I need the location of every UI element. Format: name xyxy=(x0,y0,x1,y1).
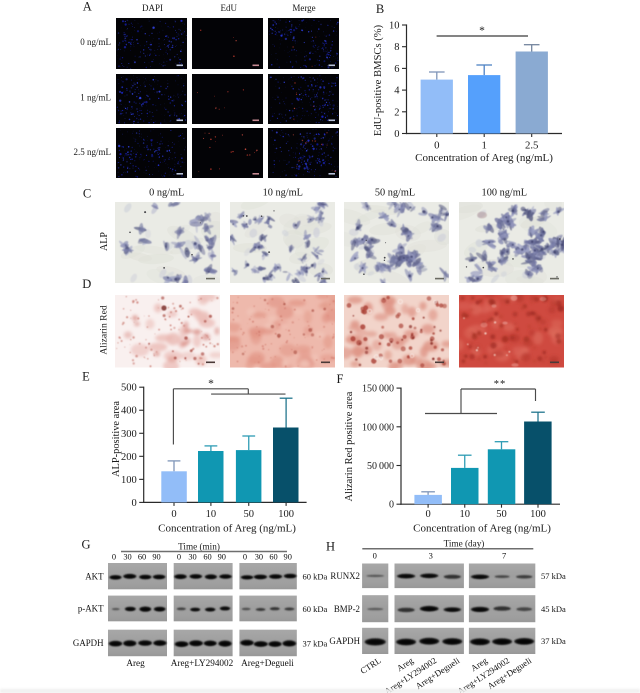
svg-text:0: 0 xyxy=(389,500,394,511)
svg-text:Areg: Areg xyxy=(126,658,145,668)
svg-text:0: 0 xyxy=(171,509,176,520)
svg-text:50: 50 xyxy=(496,509,507,520)
svg-text:100: 100 xyxy=(121,475,137,486)
svg-text:p-AKT: p-AKT xyxy=(78,604,104,614)
svg-text:7: 7 xyxy=(502,551,506,561)
svg-text:**: ** xyxy=(494,379,507,390)
svg-text:Time (min): Time (min) xyxy=(178,541,220,551)
svg-text:EdU: EdU xyxy=(221,3,238,13)
svg-text:400: 400 xyxy=(121,406,137,417)
svg-text:AKT: AKT xyxy=(85,571,104,581)
svg-text:37 kDa: 37 kDa xyxy=(541,636,566,646)
svg-text:Merge: Merge xyxy=(292,3,315,13)
svg-text:Concentration of Areg (ng/mL): Concentration of Areg (ng/mL) xyxy=(158,523,296,535)
svg-text:2.5 ng/mL: 2.5 ng/mL xyxy=(74,147,112,157)
svg-text:GAPDH: GAPDH xyxy=(329,636,360,646)
svg-text:0: 0 xyxy=(394,129,399,140)
svg-text:100: 100 xyxy=(530,509,546,520)
svg-text:0: 0 xyxy=(243,553,247,562)
svg-text:Concentration of Areg (ng/mL): Concentration of Areg (ng/mL) xyxy=(413,523,551,535)
svg-text:2.5: 2.5 xyxy=(525,140,539,152)
svg-text:3: 3 xyxy=(429,551,433,561)
svg-text:2: 2 xyxy=(394,107,399,118)
svg-text:30: 30 xyxy=(255,553,263,562)
svg-text:500: 500 xyxy=(121,383,137,394)
svg-text:10 ng/mL: 10 ng/mL xyxy=(263,187,303,198)
svg-text:Concentration of Areg (ng/mL): Concentration of Areg (ng/mL) xyxy=(415,152,553,164)
svg-text:45 kDa: 45 kDa xyxy=(541,604,566,614)
svg-text:10: 10 xyxy=(389,21,400,32)
svg-text:0 ng/mL: 0 ng/mL xyxy=(149,187,184,198)
svg-text:90: 90 xyxy=(284,553,292,562)
svg-text:90: 90 xyxy=(152,553,160,562)
svg-text:*: * xyxy=(208,378,214,390)
svg-text:8: 8 xyxy=(394,42,399,53)
svg-text:6: 6 xyxy=(394,64,399,75)
svg-text:A: A xyxy=(83,0,92,14)
svg-text:300: 300 xyxy=(121,429,137,440)
svg-text:Alizarin Red: Alizarin Red xyxy=(98,305,109,354)
svg-text:C: C xyxy=(83,186,91,200)
svg-text:37 kDa: 37 kDa xyxy=(303,638,328,648)
svg-text:1: 1 xyxy=(481,140,486,152)
svg-text:0: 0 xyxy=(373,551,377,561)
svg-text:50: 50 xyxy=(244,509,255,520)
svg-text:0: 0 xyxy=(425,509,430,520)
svg-text:D: D xyxy=(82,277,91,291)
svg-text:1 ng/mL: 1 ng/mL xyxy=(80,93,111,103)
svg-text:0: 0 xyxy=(177,553,181,562)
svg-text:BMP-2: BMP-2 xyxy=(334,604,360,614)
svg-text:4: 4 xyxy=(394,86,400,97)
svg-text:100 000: 100 000 xyxy=(362,422,394,433)
svg-text:EdU-positive BMSCs (%): EdU-positive BMSCs (%) xyxy=(373,24,384,136)
svg-text:Alizarin Red positive area: Alizarin Red positive area xyxy=(344,391,355,501)
svg-text:100: 100 xyxy=(278,509,294,520)
svg-text:ALP-positive area: ALP-positive area xyxy=(111,401,122,477)
svg-text:0: 0 xyxy=(112,553,116,562)
svg-text:60 kDa: 60 kDa xyxy=(303,604,328,614)
svg-text:60: 60 xyxy=(138,553,146,562)
svg-text:10: 10 xyxy=(460,509,471,520)
svg-text:0 ng/mL: 0 ng/mL xyxy=(80,37,111,47)
svg-text:0: 0 xyxy=(131,498,136,509)
svg-text:60 kDa: 60 kDa xyxy=(303,571,328,581)
svg-text:57 kDa: 57 kDa xyxy=(541,571,566,581)
svg-text:Areg+LY294002: Areg+LY294002 xyxy=(171,658,234,668)
svg-text:200: 200 xyxy=(121,452,137,463)
svg-text:90: 90 xyxy=(218,553,226,562)
svg-text:DAPI: DAPI xyxy=(142,3,163,13)
svg-text:30: 30 xyxy=(188,553,196,562)
svg-text:GAPDH: GAPDH xyxy=(73,638,104,648)
svg-text:*: * xyxy=(479,25,485,37)
svg-text:RUNX2: RUNX2 xyxy=(330,571,360,581)
svg-text:0: 0 xyxy=(434,140,439,152)
svg-text:150 000: 150 000 xyxy=(362,384,394,395)
svg-text:Time (day): Time (day) xyxy=(444,538,485,548)
svg-text:ALP: ALP xyxy=(99,232,110,251)
svg-text:50 000: 50 000 xyxy=(367,461,394,472)
svg-text:30: 30 xyxy=(123,553,131,562)
svg-text:60: 60 xyxy=(269,553,277,562)
svg-text:CTRL: CTRL xyxy=(358,655,382,676)
svg-text:60: 60 xyxy=(203,553,211,562)
svg-text:Areg+Degueli: Areg+Degueli xyxy=(241,658,294,668)
svg-text:10: 10 xyxy=(206,509,217,520)
